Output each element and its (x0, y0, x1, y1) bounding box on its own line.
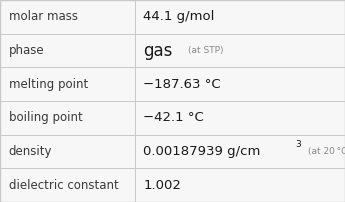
Text: melting point: melting point (9, 78, 88, 91)
Text: −187.63 °C: −187.63 °C (143, 78, 221, 91)
Text: 1.002: 1.002 (143, 179, 181, 192)
Text: phase: phase (9, 44, 44, 57)
Text: 44.1 g/mol: 44.1 g/mol (143, 10, 215, 23)
Text: boiling point: boiling point (9, 111, 82, 124)
Text: 3: 3 (295, 140, 301, 149)
Text: density: density (9, 145, 52, 158)
Text: dielectric constant: dielectric constant (9, 179, 118, 192)
Text: (at STP): (at STP) (188, 46, 224, 55)
Text: (at 20 °C): (at 20 °C) (308, 147, 345, 156)
Text: 0.00187939 g/cm: 0.00187939 g/cm (143, 145, 260, 158)
Text: molar mass: molar mass (9, 10, 78, 23)
Text: gas: gas (143, 41, 172, 60)
Text: −42.1 °C: −42.1 °C (143, 111, 204, 124)
